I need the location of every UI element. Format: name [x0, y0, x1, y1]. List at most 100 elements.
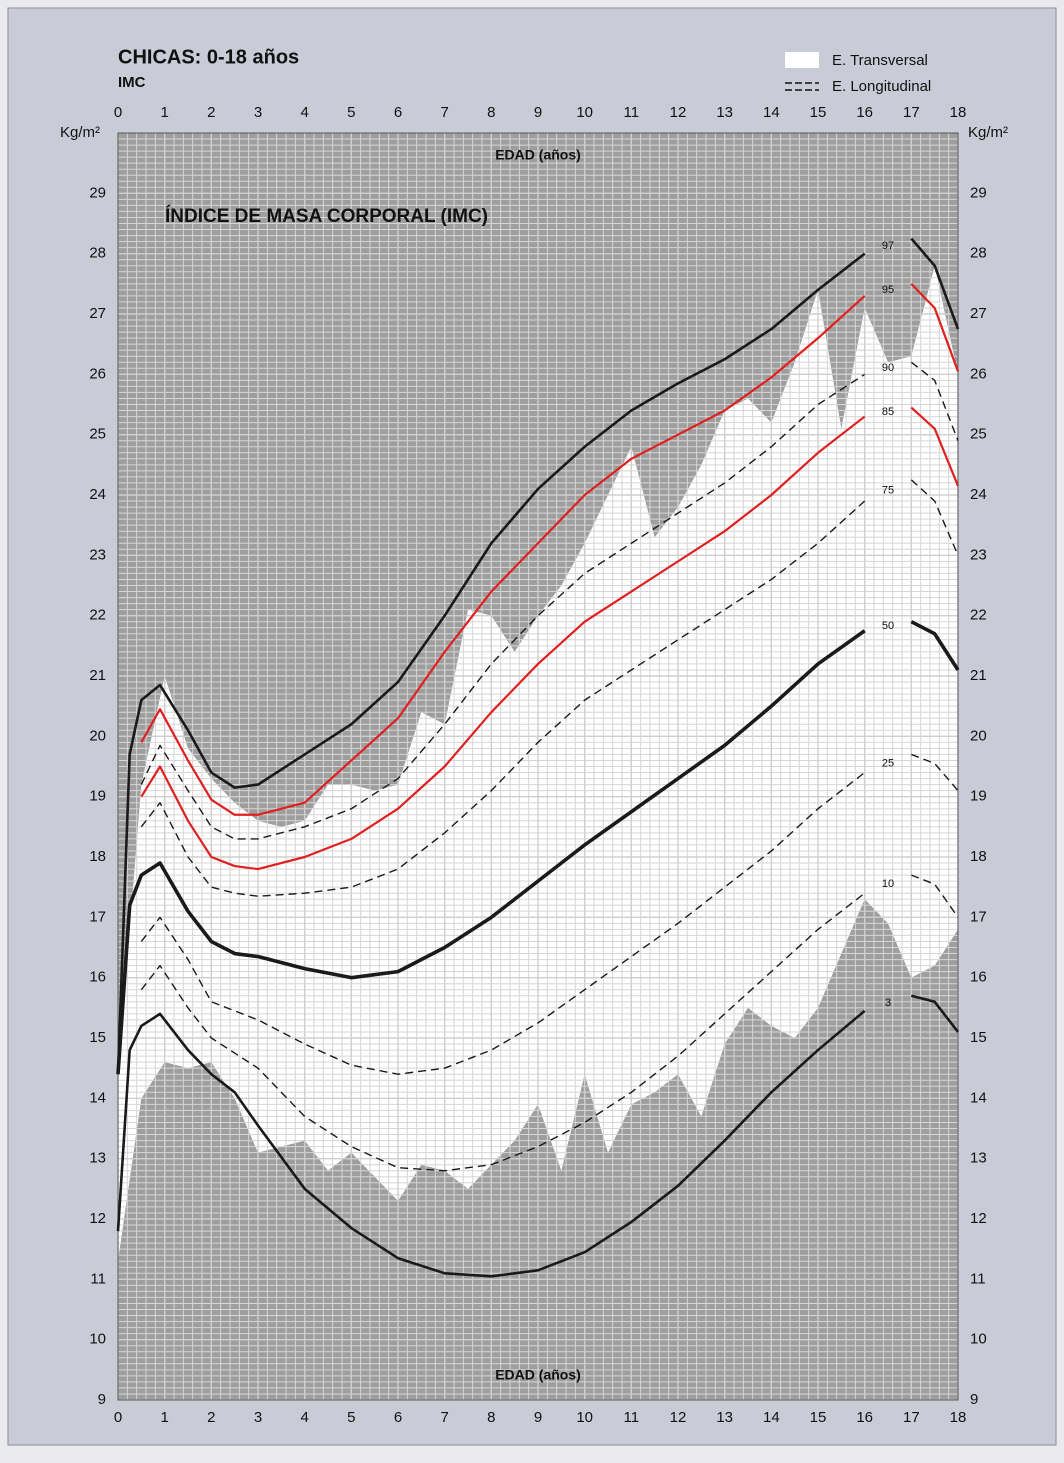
y-tick-label: 29 [970, 184, 987, 201]
y-tick-label: 23 [970, 546, 987, 563]
x-tick-label: 6 [394, 1409, 402, 1426]
percentile-label: 50 [882, 620, 894, 632]
y-tick-label: 24 [970, 486, 987, 503]
x-tick-label: 1 [160, 104, 168, 121]
percentile-label: 75 [882, 484, 894, 496]
y-tick-label: 28 [89, 245, 106, 262]
y-tick-label: 20 [89, 727, 106, 744]
percentile-line [140, 406, 960, 871]
percentile-label: 95 [882, 284, 894, 296]
y-tick-label: 20 [970, 727, 987, 744]
x-tick-label: 10 [576, 104, 593, 121]
x-tick-label: 3 [254, 1409, 262, 1426]
y-axis-unit: Kg/m² [60, 124, 100, 141]
percentile-line [140, 479, 959, 897]
legend-label: E. Transversal [832, 52, 928, 69]
percentile-label: 10 [882, 878, 894, 890]
x-tick-label: 5 [347, 1409, 355, 1426]
x-tick-label: 16 [856, 1409, 873, 1426]
x-tick-label: 15 [810, 1409, 827, 1426]
x-tick-label: 17 [903, 104, 920, 121]
x-tick-label: 17 [903, 1409, 920, 1426]
y-tick-label: 25 [89, 426, 106, 443]
y-tick-label: 14 [89, 1089, 106, 1106]
y-tick-label: 13 [970, 1150, 987, 1167]
y-tick-label: 19 [89, 788, 106, 805]
x-tick-label: 10 [576, 1409, 593, 1426]
chart-title: CHICAS: 0-18 años [118, 46, 299, 68]
y-tick-label: 16 [89, 969, 106, 986]
x-tick-label: 14 [763, 1409, 780, 1426]
plot-border [117, 132, 959, 1401]
percentile-line [140, 874, 959, 1172]
x-tick-label: 4 [300, 104, 308, 121]
y-tick-label: 22 [89, 607, 106, 624]
y-tick-label: 28 [970, 245, 987, 262]
percentile-label: 85 [882, 406, 894, 418]
percentile-label: 25 [882, 757, 894, 769]
y-tick-label: 26 [970, 365, 987, 382]
x-tick-label: 11 [624, 104, 640, 121]
y-tick-label: 11 [970, 1270, 986, 1287]
y-tick-label: 10 [970, 1331, 987, 1348]
x-tick-label: 13 [716, 104, 733, 121]
x-tick-label: 8 [487, 104, 495, 121]
y-tick-label: 27 [970, 305, 987, 322]
percentile-label: 97 [882, 240, 894, 252]
y-tick-label: 9 [970, 1391, 978, 1408]
y-tick-label: 12 [970, 1210, 987, 1227]
x-tick-label: 12 [670, 1409, 687, 1426]
y-tick-label: 16 [970, 969, 987, 986]
y-tick-label: 21 [970, 667, 987, 684]
y-tick-label: 24 [89, 486, 106, 503]
legend-swatch-transversal [785, 52, 819, 68]
legend-label: E. Longitudinal [832, 78, 931, 95]
x-axis-label: EDAD (años) [495, 147, 581, 163]
x-tick-label: 13 [716, 1409, 733, 1426]
x-tick-label: 5 [347, 104, 355, 121]
y-tick-label: 26 [89, 365, 106, 382]
x-tick-label: 7 [440, 1409, 448, 1426]
x-tick-label: 18 [950, 1409, 967, 1426]
x-tick-label: 3 [254, 104, 262, 121]
y-tick-label: 18 [89, 848, 106, 865]
x-tick-label: 16 [856, 104, 873, 121]
y-tick-label: 9 [98, 1391, 106, 1408]
y-tick-label: 14 [970, 1089, 987, 1106]
x-tick-label: 2 [207, 104, 215, 121]
y-tick-label: 17 [89, 908, 106, 925]
percentile-line [116, 237, 960, 1075]
y-tick-label: 10 [89, 1331, 106, 1348]
y-axis-unit: Kg/m² [968, 124, 1008, 141]
percentile-line [140, 283, 960, 816]
y-tick-label: 12 [89, 1210, 106, 1227]
x-tick-label: 14 [763, 104, 780, 121]
x-tick-label: 12 [670, 104, 687, 121]
y-tick-label: 17 [970, 908, 987, 925]
percentile-label: 3 [885, 997, 891, 1009]
percentile-line [116, 994, 960, 1278]
x-tick-label: 18 [950, 104, 967, 121]
x-tick-label: 15 [810, 104, 827, 121]
x-tick-label: 2 [207, 1409, 215, 1426]
x-tick-label: 7 [440, 104, 448, 121]
x-tick-label: 6 [394, 104, 402, 121]
y-tick-label: 13 [89, 1150, 106, 1167]
inner-title: ÍNDICE DE MASA CORPORAL (IMC) [165, 205, 488, 227]
x-axis-label: EDAD (años) [495, 1367, 581, 1383]
y-tick-label: 19 [970, 788, 987, 805]
x-tick-label: 11 [624, 1409, 640, 1426]
y-tick-label: 15 [89, 1029, 106, 1046]
y-tick-label: 22 [970, 607, 987, 624]
y-tick-label: 25 [970, 426, 987, 443]
x-tick-label: 0 [114, 1409, 122, 1426]
x-tick-label: 0 [114, 104, 122, 121]
y-tick-label: 15 [970, 1029, 987, 1046]
y-tick-label: 23 [89, 546, 106, 563]
percentile-line [116, 620, 960, 1075]
x-tick-label: 9 [534, 1409, 542, 1426]
y-tick-label: 27 [89, 305, 106, 322]
x-tick-label: 9 [534, 104, 542, 121]
